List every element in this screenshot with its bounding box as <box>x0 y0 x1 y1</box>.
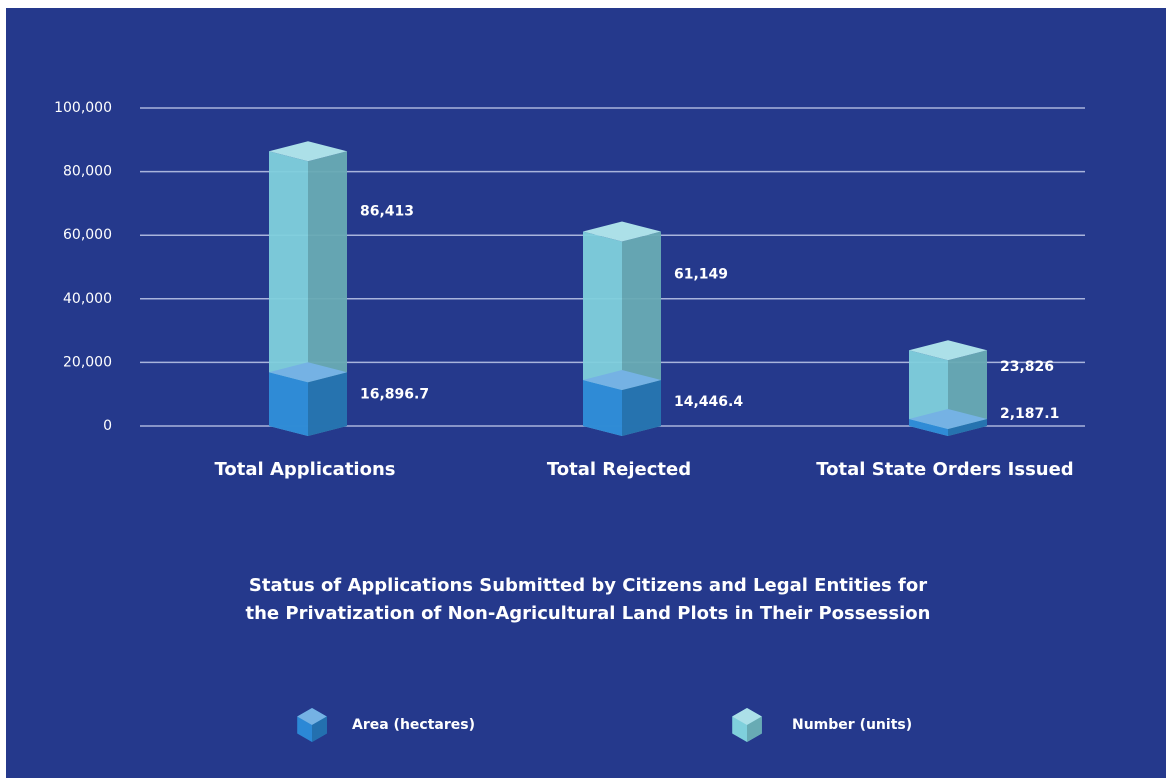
y-tick-label: 20,000 <box>63 354 112 370</box>
bar-top <box>583 221 661 242</box>
bar-side <box>948 419 987 436</box>
value-label: 86,413 <box>360 204 414 220</box>
bar-top <box>909 340 987 361</box>
x-tick-label: Total Rejected <box>547 459 691 480</box>
value-label: 14,446.4 <box>674 394 743 410</box>
value-label: 61,149 <box>674 266 728 282</box>
bar <box>583 380 622 436</box>
legend-swatch-top <box>297 708 327 725</box>
legend-swatch-top <box>732 708 762 725</box>
y-tick-label: 60,000 <box>63 227 112 243</box>
chart-title: the Privatization of Non-Agricultural La… <box>246 603 931 624</box>
bar-side <box>622 380 661 436</box>
legend-label: Area (hectares) <box>352 717 475 733</box>
bar-top <box>583 370 661 391</box>
value-label: 16,896.7 <box>360 386 429 402</box>
bar <box>269 372 308 436</box>
y-tick-label: 40,000 <box>63 291 112 307</box>
x-tick-label: Total Applications <box>215 459 396 480</box>
value-label: 23,826 <box>1000 359 1054 375</box>
x-tick-label: Total State Orders Issued <box>816 459 1073 480</box>
y-tick-label: 0 <box>103 418 112 434</box>
bar <box>909 419 948 436</box>
legend-label: Number (units) <box>792 717 912 733</box>
legend-swatch-side <box>312 716 327 742</box>
bar-side <box>308 372 347 436</box>
y-tick-label: 100,000 <box>54 100 112 116</box>
legend-swatch-side <box>747 716 762 742</box>
bar-top <box>269 362 347 383</box>
value-label: 2,187.1 <box>1000 406 1059 422</box>
bar-top <box>269 141 347 162</box>
chart-title: Status of Applications Submitted by Citi… <box>249 575 927 596</box>
bar-top <box>909 409 987 430</box>
y-tick-label: 80,000 <box>63 164 112 180</box>
